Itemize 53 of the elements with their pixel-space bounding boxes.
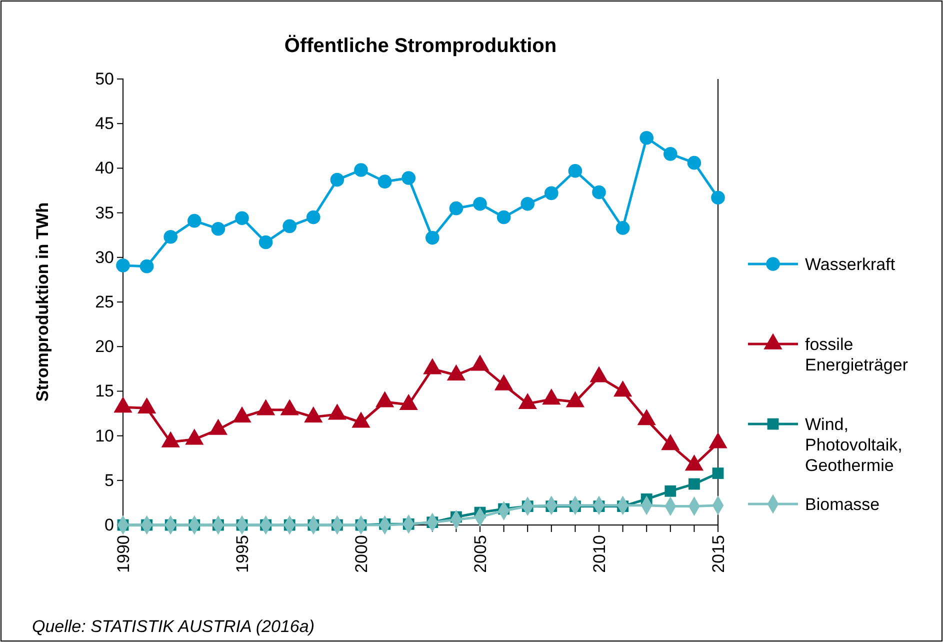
x-tick-label: 2005 — [470, 535, 490, 573]
point — [116, 258, 130, 272]
point — [258, 235, 273, 250]
point — [140, 259, 154, 274]
y-tick-label: 50 — [95, 69, 114, 88]
legend-label: Wind, Photovoltaik, Geothermie — [805, 415, 902, 475]
point — [592, 185, 606, 200]
point — [473, 196, 487, 211]
y-tick-label: 20 — [95, 337, 114, 356]
point — [402, 171, 416, 185]
legend-label: Wasserkraft — [805, 255, 896, 274]
point — [663, 147, 678, 161]
point — [306, 210, 320, 224]
source-note: Quelle: STATISTIK AUSTRIA (2016a) — [32, 617, 314, 636]
y-axis-title: Stromproduktion in TWh — [33, 202, 52, 402]
x-tick-label: 2000 — [352, 535, 371, 573]
point — [164, 230, 178, 244]
point — [211, 222, 226, 236]
x-tick-label: 2015 — [708, 535, 728, 573]
point — [449, 201, 464, 216]
chart-title: Öffentliche Stromproduktion — [284, 34, 557, 57]
y-tick-label: 40 — [95, 158, 114, 178]
point — [187, 214, 202, 228]
point — [640, 130, 654, 145]
y-tick-label: 25 — [95, 292, 114, 312]
point — [711, 190, 725, 205]
point — [282, 219, 297, 234]
legend-label: Biomasse — [805, 495, 880, 514]
x-tick-label: 1995 — [232, 535, 252, 573]
point — [235, 211, 249, 226]
point — [616, 221, 630, 235]
x-tick-label: 1990 — [114, 535, 133, 573]
point — [544, 186, 558, 200]
y-tick-label: 15 — [95, 382, 114, 401]
point — [378, 174, 392, 188]
y-tick-label: 35 — [95, 203, 114, 222]
y-tick-label: 30 — [95, 248, 114, 267]
y-tick-label: 5 — [104, 470, 114, 490]
legend-label: fossile Energieträger — [805, 335, 908, 374]
point — [330, 172, 344, 187]
point — [568, 164, 582, 178]
x-tick-label: 2010 — [590, 535, 609, 573]
y-tick-label: 0 — [104, 515, 114, 534]
point — [520, 196, 535, 211]
point — [354, 163, 368, 177]
point — [687, 156, 702, 170]
point — [425, 230, 440, 245]
point — [688, 478, 700, 490]
point — [664, 485, 676, 497]
point — [712, 468, 724, 479]
y-tick-label: 45 — [95, 114, 114, 134]
point — [496, 210, 511, 224]
y-tick-label: 10 — [95, 426, 114, 446]
